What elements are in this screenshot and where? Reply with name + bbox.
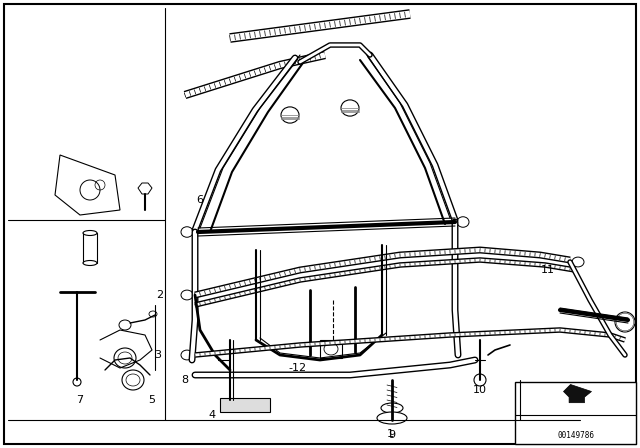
Text: 6: 6 xyxy=(196,195,204,205)
Ellipse shape xyxy=(281,107,299,123)
Text: 8: 8 xyxy=(181,375,189,385)
Bar xyxy=(515,382,636,444)
Ellipse shape xyxy=(80,180,100,200)
Text: 7: 7 xyxy=(76,395,84,405)
Ellipse shape xyxy=(181,227,193,237)
Text: 2: 2 xyxy=(156,290,164,300)
Ellipse shape xyxy=(149,311,157,317)
Ellipse shape xyxy=(474,374,486,386)
Ellipse shape xyxy=(181,290,193,300)
Polygon shape xyxy=(563,384,591,403)
Text: 00149786: 00149786 xyxy=(557,431,594,440)
Bar xyxy=(320,340,342,358)
Polygon shape xyxy=(138,183,152,194)
Ellipse shape xyxy=(122,370,144,390)
Ellipse shape xyxy=(615,312,635,332)
Text: 3: 3 xyxy=(154,350,161,360)
Ellipse shape xyxy=(83,231,97,236)
Ellipse shape xyxy=(83,260,97,266)
Text: 5: 5 xyxy=(148,395,156,405)
Bar xyxy=(220,398,270,412)
Text: 11: 11 xyxy=(541,265,555,275)
Ellipse shape xyxy=(114,348,136,368)
Bar xyxy=(83,233,97,263)
Ellipse shape xyxy=(572,257,584,267)
Polygon shape xyxy=(55,155,120,215)
Ellipse shape xyxy=(119,320,131,330)
Text: 10: 10 xyxy=(473,385,487,395)
Text: -12: -12 xyxy=(289,363,307,373)
Ellipse shape xyxy=(181,350,193,360)
Ellipse shape xyxy=(381,403,403,413)
Ellipse shape xyxy=(341,100,359,116)
Text: 1: 1 xyxy=(387,429,394,439)
Ellipse shape xyxy=(377,412,407,424)
Text: 9: 9 xyxy=(388,430,396,440)
Text: 4: 4 xyxy=(209,410,216,420)
Ellipse shape xyxy=(457,217,469,227)
